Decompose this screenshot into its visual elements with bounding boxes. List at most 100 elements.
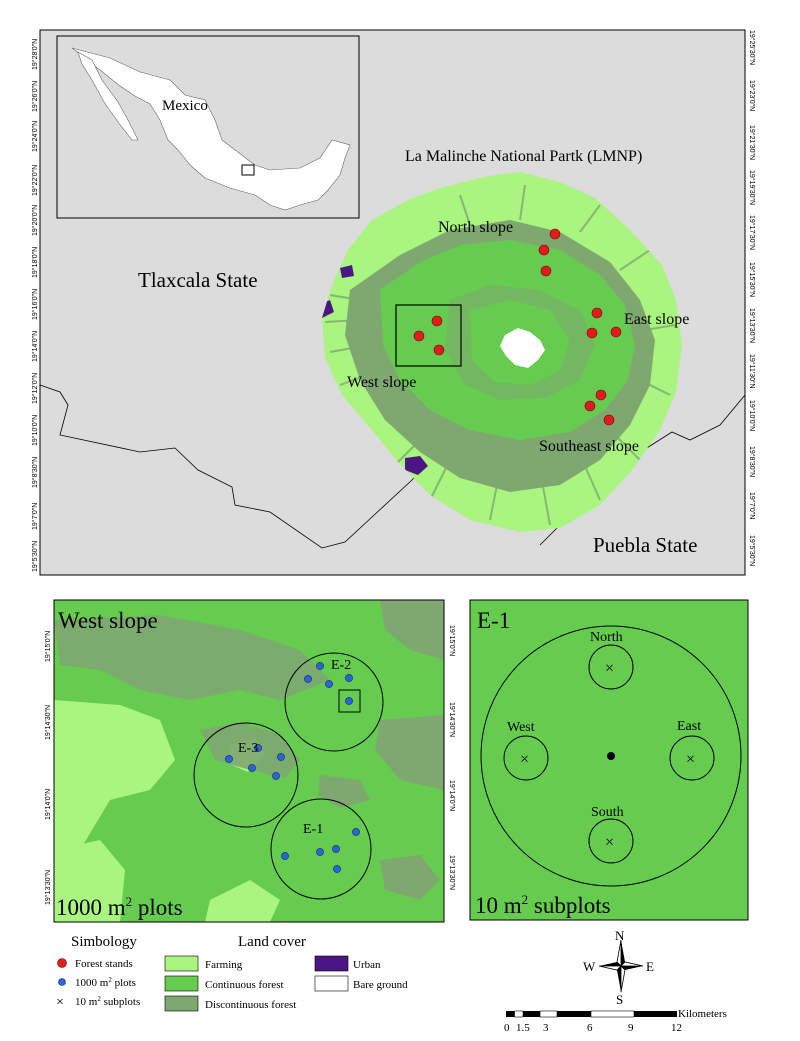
plot-1000-marker [316,848,324,856]
legend-bare-ground-swatch [314,975,349,992]
plot-1000-marker [345,674,353,682]
forest-stands [413,228,622,426]
west-farming-patch [205,880,280,922]
lat-tick: 19°13'30"N [448,855,456,890]
compass-e: E [646,959,654,974]
plot-1000-marker [316,662,324,670]
forest-stand-marker [584,400,596,412]
inset-location-marker [241,164,255,176]
lat-tick: 19°10'0"N [31,415,39,446]
legend-bare-ground: Bare ground [353,979,408,991]
park-land-cover [322,172,682,532]
plot-1000-marker [304,675,312,683]
forest-stand-marker [586,327,598,339]
west-discontinuous-forest [200,722,300,778]
plot-circle-e3 [193,722,299,828]
lat-tick: 19°20'0"N [31,205,39,236]
legend-urban-swatch [314,955,349,972]
west-farming-patch [54,840,125,922]
west-panel-footer: 1000 m2 plots [56,894,183,920]
plot-1000-marker [333,865,341,873]
scale-tick: 9 [628,1022,634,1034]
lat-tick: 19°28'0"N [31,39,39,70]
lat-tick: 19°13'30"N [748,308,756,343]
legend-plots-1000: 1000 m2 plots [75,976,136,989]
lat-tick: 19°8'30"N [31,457,39,488]
lat-ticks-left: 19°28'0"N 19°26'0"N 19°24'0"N 19°22'0"N … [31,39,39,572]
scale-bar [506,1010,677,1018]
forest-stand-marker [540,265,552,277]
park-title: La Malinche National Partk (LMNP) [405,148,642,165]
lat-tick: 19°7'0"N [748,492,756,519]
lat-tick: 19°15'0"N [448,625,456,656]
lat-tick: 19°22'0"N [31,165,39,196]
compass-s: S [616,992,623,1007]
plot-label-e3: E-3 [238,741,258,756]
compass-w: W [583,959,596,974]
scale-unit: Kilometers [678,1008,727,1020]
west-farming-patch [54,700,175,860]
e1-panel: × × × × North West East South E-1 10 m2 … [469,599,749,921]
west-panel-frame [53,599,445,923]
lat-tick: 19°19'30"N [748,170,756,205]
forest-stand-marker [413,330,425,342]
lat-tick: 19°17'30"N [748,215,756,250]
lat-tick: 19°14'0"N [44,789,52,820]
lat-tick: 19°18'0"N [31,247,39,278]
main-map: Mexico La Malinche National Partk (LMNP)… [31,29,756,576]
legend-continuous-forest-swatch [164,975,199,992]
bare-ground-summit [500,328,545,368]
plot-1000-marker [352,828,360,836]
inset-label-mexico: Mexico [162,98,208,114]
plot-label-e2: E-2 [331,658,351,673]
lat-tick: 19°14'0"N [31,331,39,362]
lat-tick: 19°11'30"N [748,354,756,389]
scale-tick: 6 [587,1022,593,1034]
legend-discontinuous-forest-swatch [164,995,199,1012]
subplot-south-x-icon: × [605,834,614,851]
lat-tick: 19°5'30"N [748,535,756,566]
state-boundary-west [39,384,431,549]
plot-1000-marker [281,852,289,860]
compass-n: N [615,928,625,943]
lat-tick: 19°8'30"N [748,446,756,477]
legend-plot-1000-icon [58,978,66,986]
west-panel-title: West slope [58,608,158,633]
plot-circle-e1 [270,798,372,900]
e1-center-point [607,752,615,760]
subplot-west-x-icon: × [520,751,529,768]
plots-1000 [225,662,360,873]
scale-tick: 3 [543,1022,549,1034]
forest-stand-marker [538,244,550,256]
e1-plot-circle [480,625,742,887]
subplot-north-circle [588,644,634,690]
plot-1000-marker [332,845,340,853]
scale-tick: 1.5 [516,1022,530,1034]
west-slope-extent-box [395,304,462,367]
e1-panel-frame [469,599,749,921]
lat-tick: 19°5'30"N [31,541,39,572]
plot-1000-marker [277,753,285,761]
west-slope-panel: E-2 E-3 E-1 West slope 1000 m2 plots 19°… [44,599,456,923]
legend-forest-stands: Forest stands [75,958,133,970]
plot-1000-marker [254,744,262,752]
subplot-label-west: West [507,720,535,735]
subplot-north-x-icon: × [605,660,614,677]
lat-tick: 19°21'30"N [748,125,756,160]
subplot-east-x-icon: × [686,751,695,768]
forest-stand-marker [591,307,603,319]
lat-tick: 19°24'0"N [31,121,39,152]
lat-tick: 19°16'0"N [31,289,39,320]
north-arrow-icon [598,939,644,993]
lat-tick: 19°15'0"N [44,631,52,662]
legend-discontinuous-forest: Discontinuous forest [205,999,296,1011]
forest-streaks [324,184,676,526]
plot-1000-marker [225,755,233,763]
plot-circle-e2 [284,652,384,752]
slope-label-west: West slope [347,374,416,391]
baja-california [77,51,139,141]
mexico-outline [71,47,351,211]
lat-ticks-right: 19°25'30"N 19°23'0"N 19°21'30"N 19°19'30… [748,30,756,566]
plot-1000-marker [272,772,280,780]
slope-label-east: East slope [624,311,689,328]
